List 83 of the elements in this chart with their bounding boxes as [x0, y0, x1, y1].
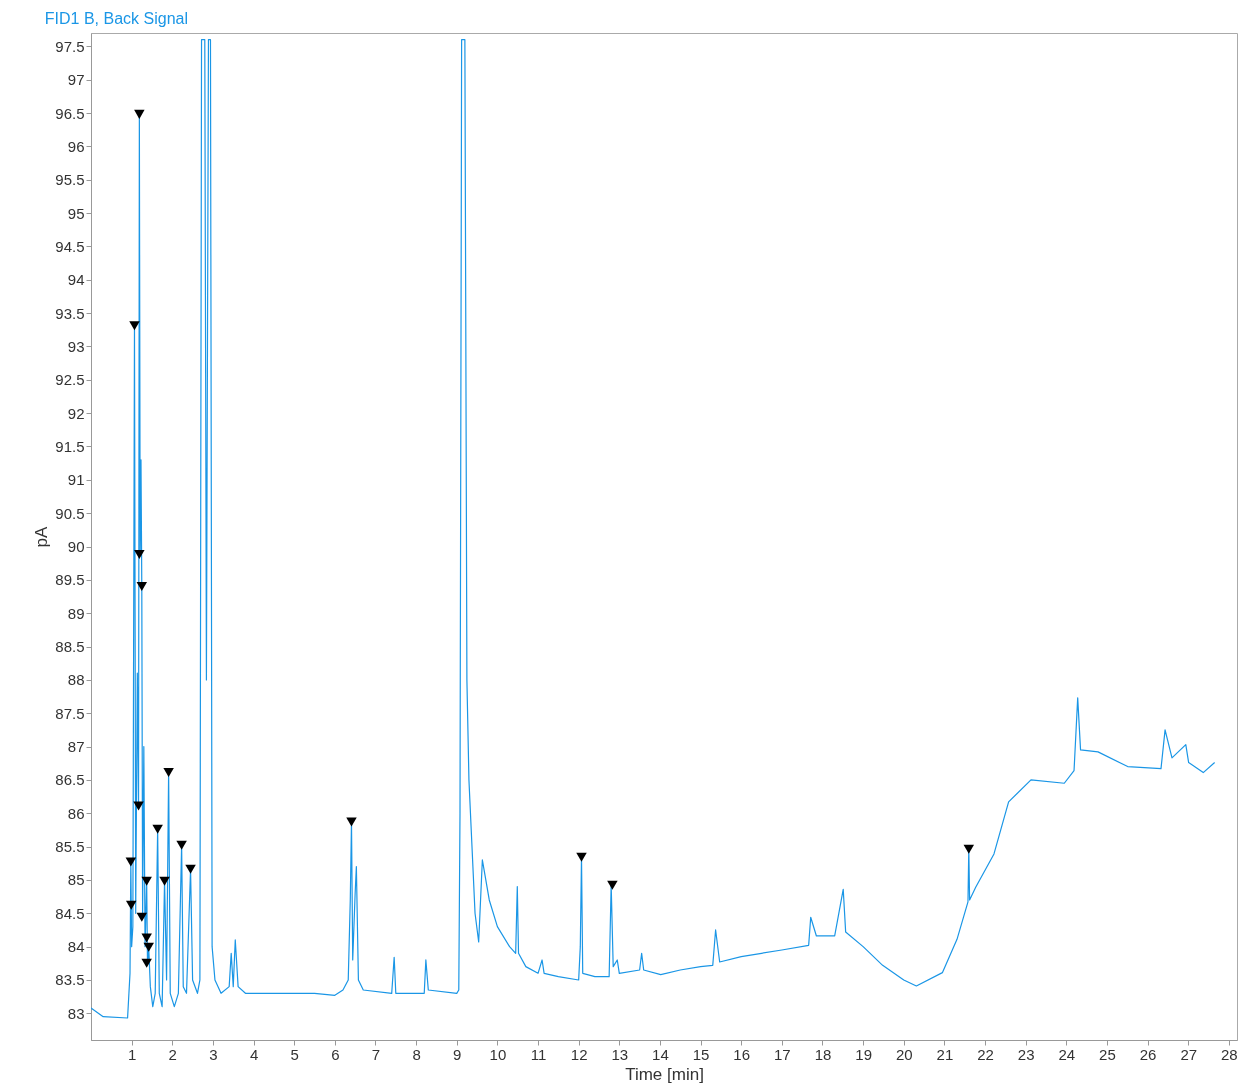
y-tick-label: 97.5	[55, 37, 85, 55]
x-tick-label: 21	[936, 1045, 954, 1063]
x-tick-label: 3	[209, 1045, 218, 1063]
x-tick-label: 22	[977, 1045, 994, 1063]
x-tick-label: 25	[1099, 1045, 1116, 1063]
y-tick-label: 87.5	[55, 704, 85, 722]
y-tick-label: 93.5	[55, 304, 85, 322]
x-tick-label: 4	[249, 1045, 259, 1063]
point	[607, 880, 618, 890]
x-tick-label: 16	[733, 1045, 751, 1063]
x-tick-label: 7	[371, 1045, 381, 1063]
x-tick-label: 28	[1221, 1045, 1238, 1063]
y-tick-label: 90	[67, 538, 85, 555]
y-tick-label: 84	[67, 938, 85, 956]
y-tick-label: 90.5	[55, 504, 85, 522]
y-tick-label: 89.5	[55, 571, 85, 589]
y-tick-label: 86	[67, 804, 85, 822]
x-tick-label: 9	[453, 1045, 462, 1063]
y-tick-label: 88	[67, 671, 85, 689]
point	[136, 581, 148, 592]
x-tick-label: 8	[412, 1045, 421, 1063]
y-tick-label: 85.5	[55, 838, 85, 856]
x-tick-label: 15	[692, 1045, 710, 1063]
point	[134, 549, 145, 560]
point	[125, 900, 137, 910]
y-tick-label: 92.5	[55, 371, 85, 389]
x-tick-label: 6	[331, 1045, 340, 1063]
line-series	[91, 39, 1216, 1019]
y-tick-label: 96.5	[55, 104, 85, 122]
y-tick-label: 93	[67, 337, 85, 355]
x-tick-label: 18	[814, 1045, 832, 1063]
y-tick-label: 89	[67, 604, 85, 622]
x-tick-label: 24	[1058, 1045, 1076, 1063]
y-tick-label: 88.5	[55, 638, 85, 656]
x-tick-label: 11	[530, 1045, 547, 1063]
y-tick-label: 91	[67, 471, 85, 489]
point	[141, 933, 152, 943]
point	[143, 942, 154, 952]
x-tick-label: 23	[1017, 1045, 1035, 1063]
x-tick-label: 13	[611, 1045, 629, 1063]
y-tick-label: 96	[67, 137, 85, 155]
point	[185, 864, 196, 874]
x-tick-label: 27	[1180, 1045, 1198, 1063]
point	[159, 876, 170, 886]
x-tick-label: 12	[570, 1045, 588, 1063]
point	[133, 801, 144, 811]
point	[176, 840, 187, 850]
x-tick-label: 14	[652, 1045, 669, 1063]
y-tick-label: 87	[67, 738, 85, 756]
x-tick-label: 1	[127, 1045, 137, 1063]
point	[346, 817, 357, 827]
y-tick-label: 86.5	[55, 771, 85, 789]
point	[152, 824, 163, 834]
y-tick-label: 83	[67, 1004, 85, 1022]
x-axis-title: Time [min]	[625, 1064, 704, 1084]
y-tick-label: 84.5	[55, 904, 85, 922]
point	[136, 912, 148, 922]
y-tick-label: 85	[67, 871, 85, 889]
y-axis-title: pA	[32, 525, 52, 548]
x-tick-label: 5	[290, 1045, 299, 1063]
x-tick-label: 17	[774, 1045, 791, 1063]
x-tick-label: 2	[168, 1045, 177, 1063]
point	[134, 109, 145, 119]
point	[141, 876, 152, 886]
point	[163, 768, 174, 778]
y-tick-label: 95.5	[55, 171, 85, 189]
y-tick-label: 91.5	[55, 437, 85, 455]
x-tick-label: 20	[895, 1045, 913, 1063]
y-tick-label: 83.5	[55, 971, 85, 989]
y-tick-label: 94	[67, 271, 85, 289]
chart-title: FID1 B, Back Signal	[44, 10, 188, 27]
x-tick-label: 10	[489, 1045, 507, 1063]
y-tick-label: 97	[67, 71, 85, 89]
y-tick-label: 92	[67, 404, 85, 422]
point	[963, 844, 975, 854]
y-tick-label: 94.5	[55, 237, 85, 255]
point	[129, 321, 140, 331]
point	[141, 958, 152, 968]
y-tick-label: 95	[67, 204, 85, 222]
point	[576, 852, 587, 862]
x-tick-label: 26	[1139, 1045, 1157, 1063]
point	[125, 857, 137, 867]
x-tick-label: 19	[855, 1045, 872, 1063]
